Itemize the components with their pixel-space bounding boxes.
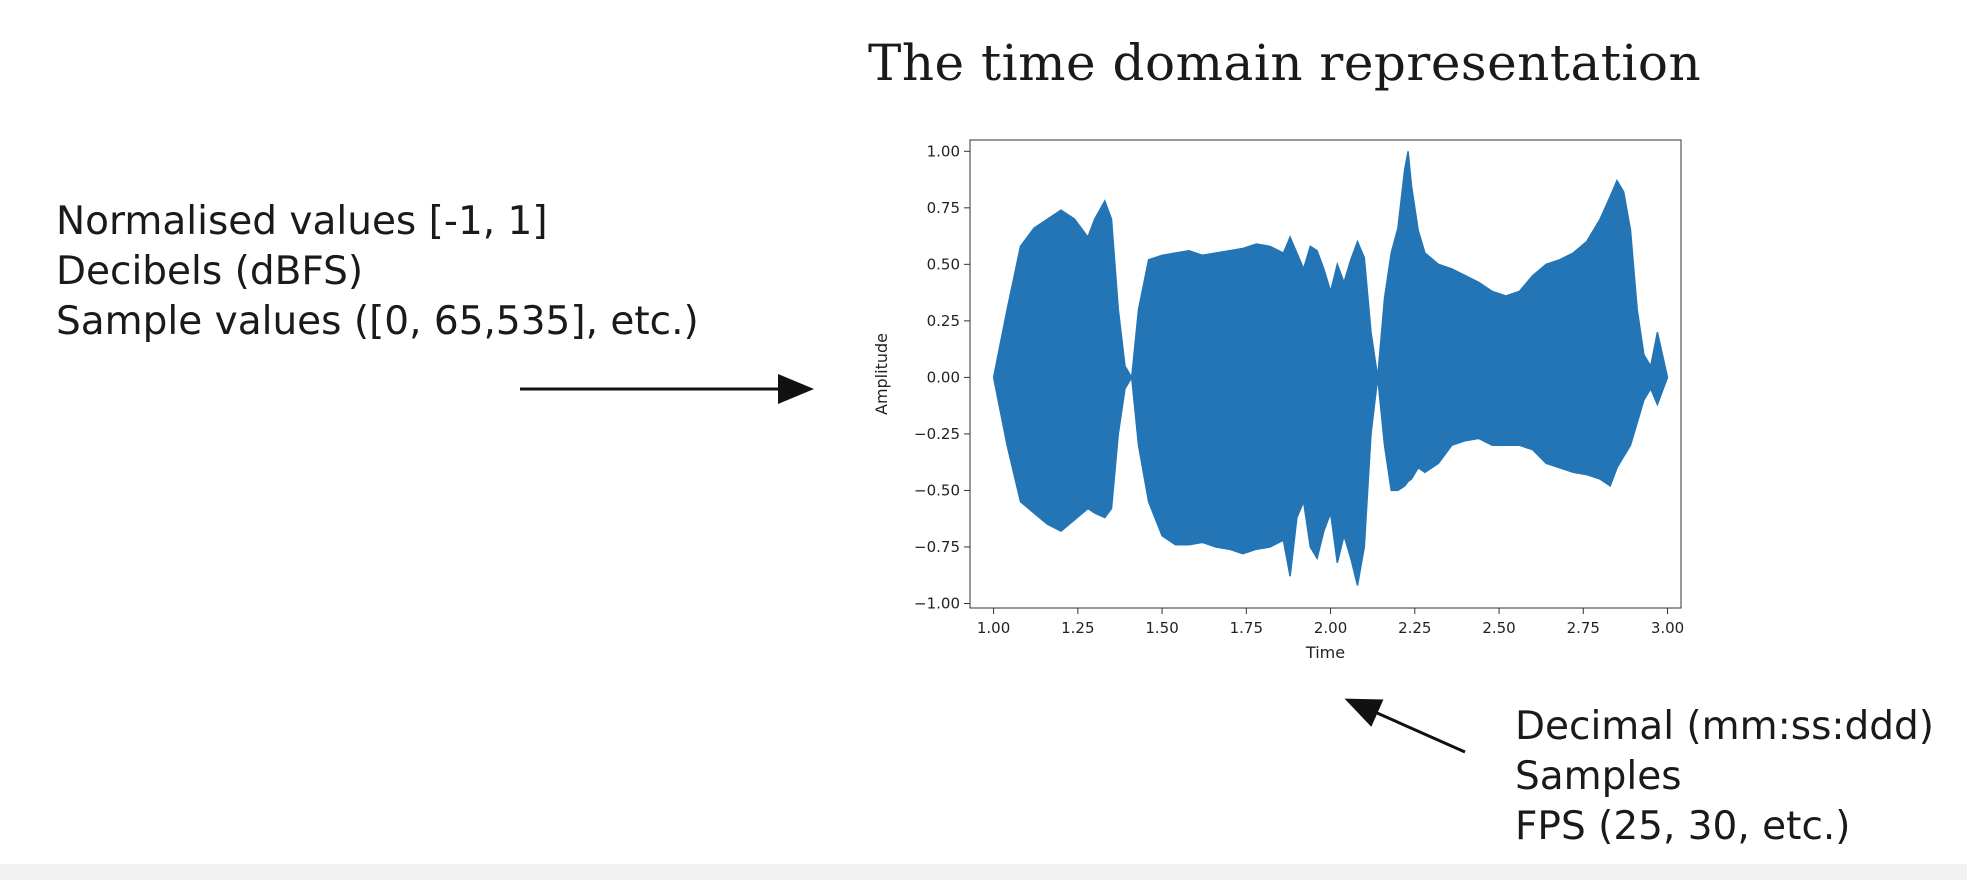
y-tick-label: 0.25 xyxy=(927,312,960,330)
y-tick-label: 0.00 xyxy=(927,368,960,386)
bottom-strip xyxy=(0,864,1967,880)
slide-title: The time domain representation xyxy=(868,34,1702,92)
time-format-decimal: Decimal (mm:ss:ddd) xyxy=(1515,704,1935,749)
time-format-fps: FPS (25, 30, etc.) xyxy=(1515,804,1851,849)
x-tick-label: 2.00 xyxy=(1314,619,1347,637)
amplitude-format-sample-values: Sample values ([0, 65,535], etc.) xyxy=(56,299,699,344)
waveform-area xyxy=(992,151,1669,586)
y-tick-label: 0.75 xyxy=(927,199,960,217)
x-tick-label: 1.00 xyxy=(977,619,1010,637)
y-axis-label: Amplitude xyxy=(872,333,891,415)
x-axis-label: Time xyxy=(1305,643,1345,662)
x-tick-label: 2.25 xyxy=(1398,619,1431,637)
x-tick-label: 1.25 xyxy=(1061,619,1094,637)
y-tick-label: 0.50 xyxy=(927,255,960,273)
x-tick-label: 1.50 xyxy=(1145,619,1178,637)
x-tick-label: 2.50 xyxy=(1482,619,1515,637)
amplitude-formats-list: Normalised values [-1, 1] Decibels (dBFS… xyxy=(56,197,699,347)
y-tick-label: −0.25 xyxy=(914,425,960,443)
y-tick-label: −1.00 xyxy=(914,594,960,612)
plot-frame xyxy=(969,139,1682,609)
x-tick-label: 1.75 xyxy=(1230,619,1263,637)
y-tick-label: 1.00 xyxy=(927,142,960,160)
waveform-chart: 1.00 1.25 1.50 1.75 2.00 2.25 2.50 2.75 3.00 1.00… xyxy=(872,139,1684,662)
y-tick-label: −0.50 xyxy=(914,481,960,499)
time-formats-list: Decimal (mm:ss:ddd) Samples FPS (25, 30,… xyxy=(1515,702,1934,852)
amplitude-format-decibels: Decibels (dBFS) xyxy=(56,249,364,294)
amplitude-format-normalised: Normalised values [-1, 1] xyxy=(56,199,548,244)
arrow-to-time-axis xyxy=(1344,698,1466,754)
y-tick-label: −0.75 xyxy=(914,538,960,556)
x-tick-label: 2.75 xyxy=(1567,619,1600,637)
x-tick-label: 3.00 xyxy=(1651,619,1684,637)
time-format-samples: Samples xyxy=(1515,754,1682,799)
